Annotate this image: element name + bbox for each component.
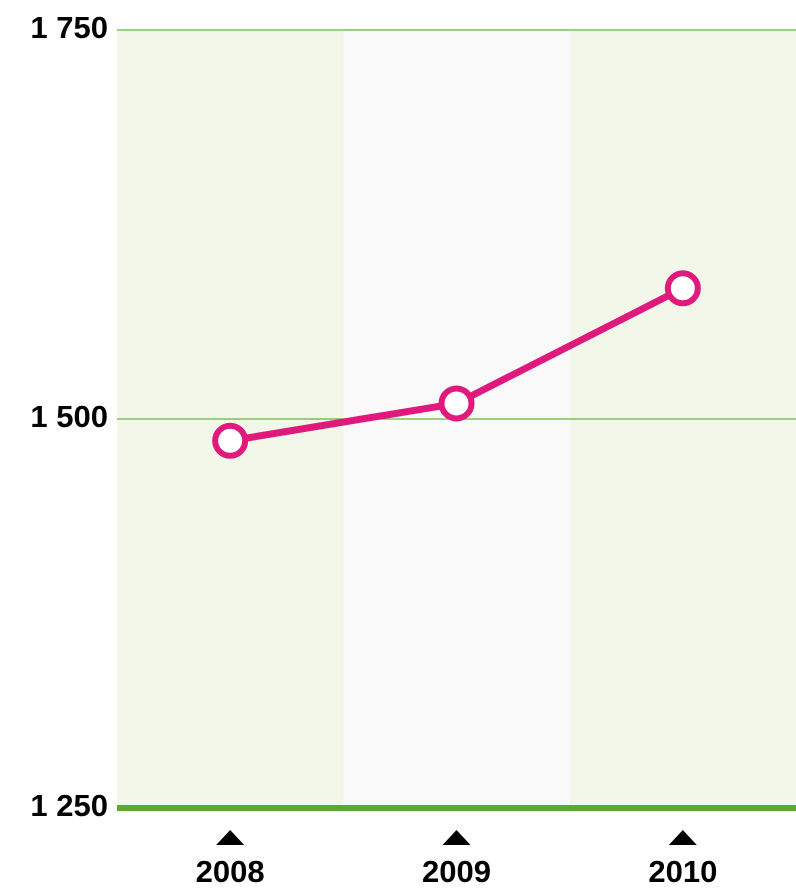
y-tick-label: 1 500 <box>30 399 108 434</box>
x-tick-mark <box>216 830 245 845</box>
x-tick-label: 2009 <box>422 854 491 889</box>
x-tick-label: 2010 <box>648 854 717 889</box>
point <box>664 270 701 307</box>
point <box>438 385 475 422</box>
x-tick-mark <box>442 830 471 845</box>
y-tick-label: 1 750 <box>30 10 108 45</box>
x-tick-label: 2008 <box>196 854 265 889</box>
point <box>212 422 249 459</box>
x-tick-mark <box>668 830 697 845</box>
y-tick-label: 1 250 <box>30 788 108 823</box>
